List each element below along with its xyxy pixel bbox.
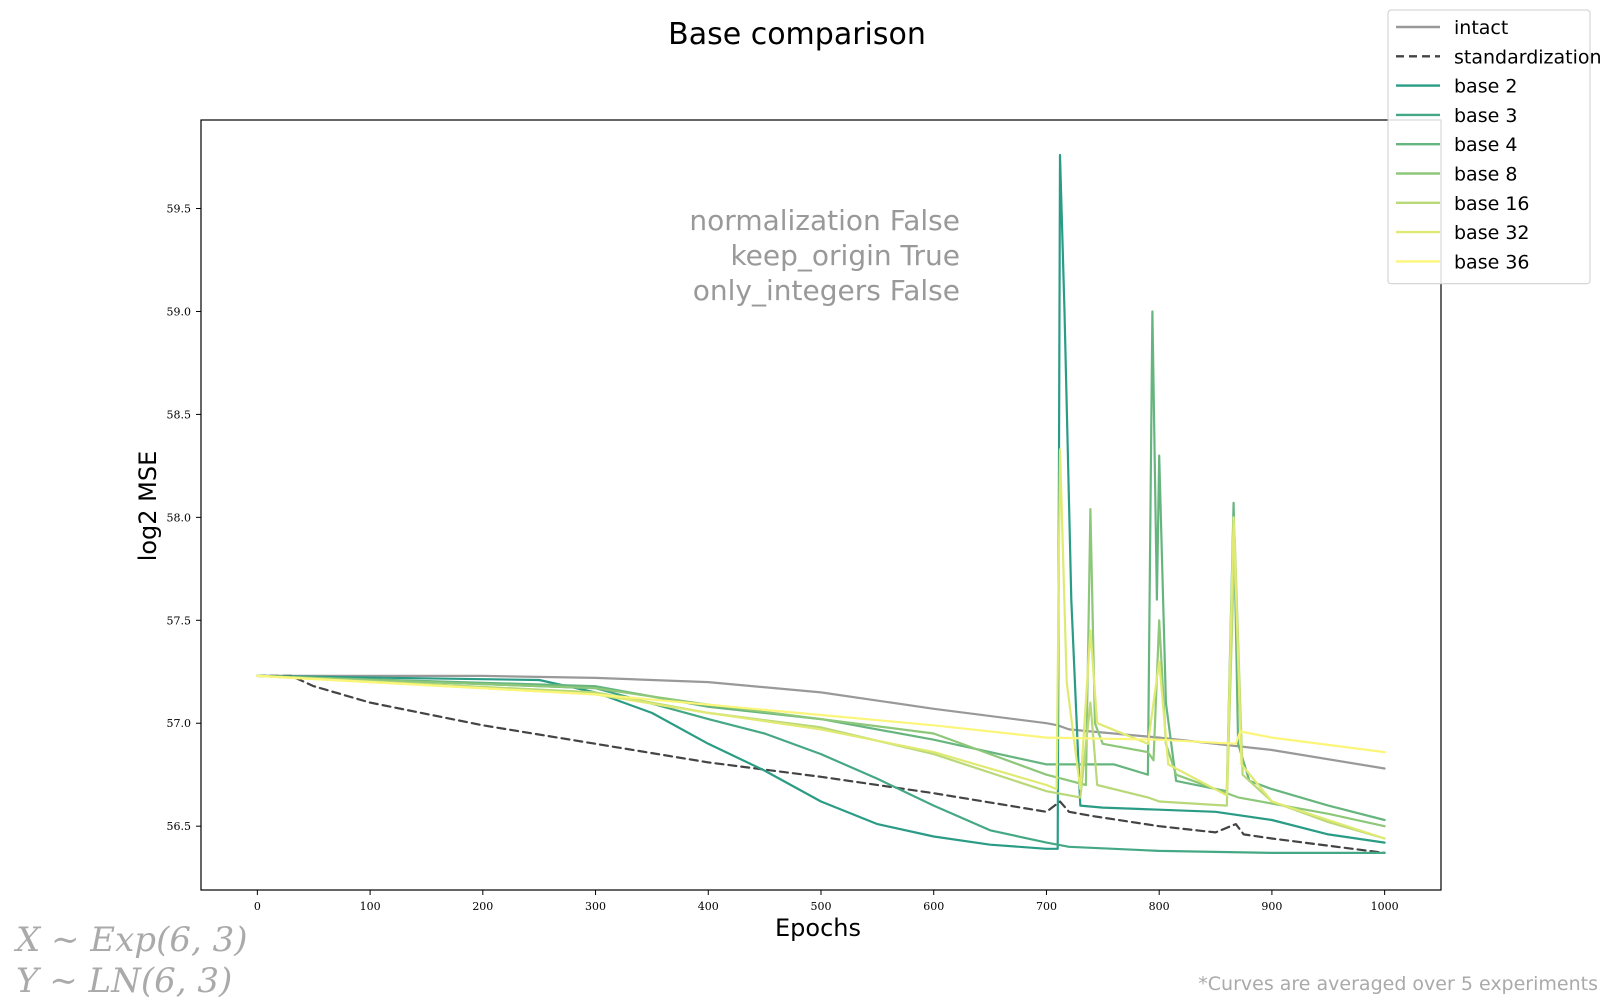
legend-label-base-36: base 36 [1454,251,1530,273]
series-line-base-3 [256,674,1386,854]
annotation-line-keep-origin: keep_origin True [730,239,960,272]
series-line-base-32 [256,448,1386,840]
annotation-block: normalization False keep_origin True onl… [689,204,960,307]
y-tick-label-58: 58.0 [167,511,192,524]
legend-label-base-2: base 2 [1454,76,1517,98]
plot-area: 0 100 200 300 400 500 600 700 800 900 1000 56.5 57.0… [167,153,1399,913]
series-line-base-16 [256,536,1386,840]
legend: intact standardization base 2 base 3 base 4 b… [1387,9,1600,285]
series-line-base-36 [256,674,1386,754]
x-tick-label-100: 100 [360,900,381,913]
legend-label-base-4: base 4 [1454,134,1517,156]
averaging-footnote: *Curves are averaged over 5 experiments [1198,973,1598,995]
x-tick-label-500: 500 [811,900,832,913]
x-tick-label-300: 300 [585,900,606,913]
legend-label-base-3: base 3 [1454,105,1517,127]
y-tick-label-58.5: 58.5 [167,408,192,421]
x-tick-label-400: 400 [698,900,719,913]
legend-label-intact: intact [1454,17,1508,39]
x-tick-label-200: 200 [472,900,493,913]
plot-frame [200,119,1442,891]
series-line-base-2 [256,153,1386,850]
series-lines [256,153,1386,854]
legend-label-standardization: standardization [1454,46,1600,68]
x-tick-label-900: 900 [1261,900,1282,913]
y-tick-label-59: 59.0 [167,305,192,318]
legend-label-base-8: base 8 [1454,164,1517,186]
series-line-standardization [256,674,1386,854]
y-tick-label-57: 57.0 [167,717,192,730]
legend-box [1387,9,1591,285]
y-tick-label-59.5: 59.5 [167,203,192,216]
legend-label-base-32: base 32 [1454,222,1530,244]
distribution-y: Y ∼ LN(6, 3) [16,961,232,1000]
x-axis-label: Epochs [775,914,861,942]
x-tick-label-1000: 1000 [1371,900,1399,913]
series-line-base-8 [256,508,1386,828]
distribution-notes: X ∼ Exp(6, 3) Y ∼ LN(6, 3) [13,920,247,1000]
y-axis-label: log2 MSE [134,451,162,562]
chart-title: Base comparison [668,17,926,52]
annotation-line-normalization: normalization False [689,204,960,237]
annotation-line-only-integers: only_integers False [693,274,960,307]
y-tick-label-57.5: 57.5 [167,614,192,627]
y-tick-label-56.5: 56.5 [167,820,192,833]
x-tick-label-800: 800 [1149,900,1170,913]
x-tick-label-600: 600 [923,900,944,913]
distribution-x: X ∼ Exp(6, 3) [13,920,247,960]
legend-label-base-16: base 16 [1454,193,1530,215]
x-tick-label-700: 700 [1036,900,1057,913]
x-tick-label-0: 0 [254,900,261,913]
